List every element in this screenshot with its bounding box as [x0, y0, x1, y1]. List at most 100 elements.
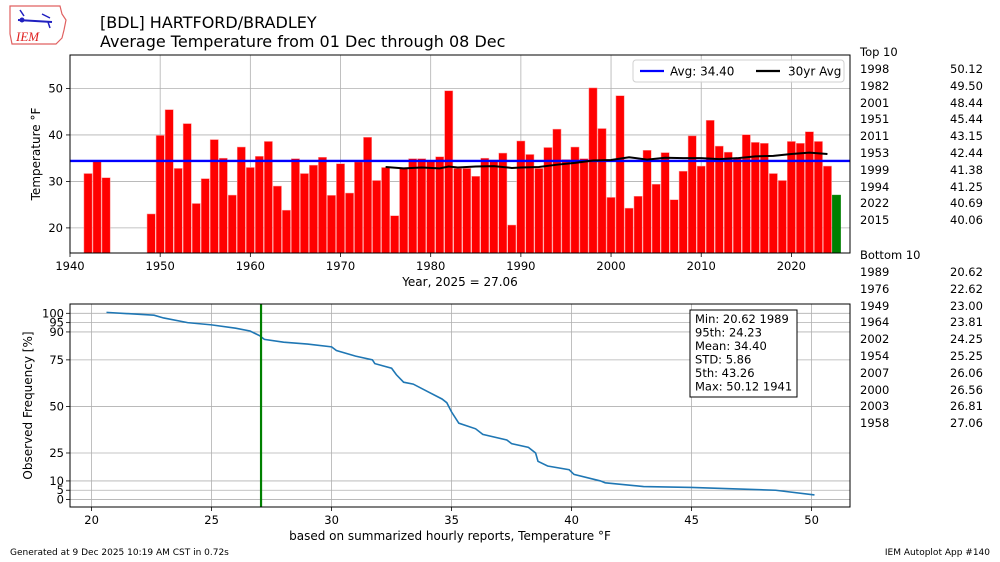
year-bar	[480, 157, 490, 254]
bottom-y-tick-label: 50	[49, 399, 64, 413]
iem-logo: IEM	[9, 5, 67, 45]
year-bar	[642, 150, 652, 254]
year-bar	[182, 123, 192, 254]
year-bar	[390, 215, 399, 254]
year-bar	[363, 137, 372, 254]
year-bar	[651, 183, 661, 254]
year-bar	[101, 177, 111, 254]
ranked-value: 42.44	[950, 146, 983, 160]
ranked-year: 2011	[860, 129, 890, 144]
ranked-year: 1953	[860, 146, 890, 160]
year-bar	[309, 164, 318, 254]
ranked-year: 1976	[860, 281, 890, 296]
year-bar	[624, 207, 634, 254]
year-bar	[669, 199, 679, 254]
ranked-value: 41.25	[950, 179, 983, 194]
year-bar	[579, 158, 589, 254]
top-y-axis-label: Temperature °F	[29, 108, 43, 202]
year-bar	[759, 143, 769, 254]
year-bar	[543, 147, 553, 254]
ranked-year: 1964	[860, 315, 890, 330]
year-bar	[372, 180, 381, 254]
ranked-value: 26.81	[950, 399, 983, 414]
bottom-axes-frame	[69, 303, 851, 508]
ranked-year: 1999	[860, 162, 890, 177]
bottom-x-tick-label: 50	[804, 513, 819, 527]
ranked-year: 1998	[860, 62, 890, 76]
year-bar	[453, 168, 463, 254]
year-bar	[489, 159, 499, 254]
frequency-curve	[106, 311, 815, 496]
bottom-x-tick-label: 40	[564, 513, 579, 527]
year-bar	[345, 192, 354, 254]
year-bar	[516, 140, 526, 254]
year-bar	[507, 224, 517, 254]
year-bar	[750, 142, 760, 254]
year-bar	[435, 156, 445, 254]
year-bar	[687, 135, 697, 254]
year-bar	[173, 168, 183, 254]
bottom-x-tick-label: 20	[84, 513, 99, 527]
ranked-value: 24.25	[950, 332, 983, 347]
year-bar	[823, 165, 832, 254]
top-x-tick-label: 2020	[777, 259, 806, 273]
year-bar	[83, 173, 93, 254]
logo-text: IEM	[15, 29, 40, 44]
ranked-year: 1989	[860, 265, 890, 279]
year-bar	[615, 95, 625, 254]
bottom-y-tick-label: 0	[57, 493, 64, 507]
chart-title-station: [BDL] HARTFORD/BRADLEY	[100, 13, 317, 32]
year-bar	[814, 141, 823, 254]
year-bar	[282, 209, 291, 254]
ranked-value: 41.38	[950, 162, 983, 177]
year-bar	[255, 156, 264, 254]
bottom-y-tick-label: 10	[49, 474, 64, 488]
ranked-year: 2001	[860, 95, 890, 110]
ranked-value: 49.50	[950, 78, 983, 93]
year-bar	[200, 178, 210, 254]
year-bar	[218, 157, 228, 254]
top-axes-frame	[69, 54, 851, 254]
ranked-value: 22.62	[950, 281, 983, 296]
year-bar	[787, 141, 796, 254]
statistics-line: Mean: 34.40	[695, 339, 767, 353]
year-bar	[705, 120, 715, 254]
year-bar	[417, 158, 427, 254]
year-bar	[336, 163, 345, 254]
bottom-x-tick-label: 35	[444, 513, 459, 527]
year-bar	[732, 157, 742, 254]
top-x-tick-label: 1970	[326, 259, 355, 273]
ranked-value: 40.06	[950, 213, 983, 228]
statistics-line: Max: 50.12 1941	[695, 380, 792, 394]
year-bar	[633, 195, 643, 254]
year-bar	[561, 159, 571, 254]
generated-timestamp: Generated at 9 Dec 2025 10:19 AM CST in …	[10, 548, 229, 558]
legend: Avg: 34.40 30yr Avg	[632, 59, 845, 83]
top-x-tick-label: 1980	[416, 259, 445, 273]
yearly-bar-chart: 1940 1950 1960 1970 1980 1990 2000 2010 20202030…	[29, 54, 851, 289]
year-bar	[796, 143, 805, 254]
top-y-tick-label: 40	[48, 128, 63, 142]
bottom-y-tick-label: 75	[49, 353, 64, 367]
bottom-x-tick-label: 45	[684, 513, 699, 527]
top-x-tick-label: 1960	[236, 259, 265, 273]
year-bar	[597, 128, 607, 254]
year-bar	[805, 131, 814, 254]
year-bar	[660, 152, 670, 254]
top-x-tick-label: 2010	[687, 259, 716, 273]
year-bar	[146, 213, 156, 254]
year-bar	[318, 157, 327, 254]
ranked-year: 2002	[860, 332, 890, 347]
legend-avg-label: Avg: 34.40	[670, 65, 734, 79]
ranked-year: 1954	[860, 349, 890, 363]
ranked-year: 2022	[860, 196, 890, 211]
ranked-value: 20.62	[950, 265, 983, 279]
top-x-tick-label: 1940	[55, 259, 84, 273]
year-bar	[327, 195, 336, 254]
top-y-tick-label: 50	[48, 81, 63, 95]
top-tick-labels: 1940 1950 1960 1970 1980 1990 2000 2010 20202030…	[48, 81, 806, 273]
bottom-x-axis-label: based on summarized hourly reports, Temp…	[289, 529, 611, 543]
